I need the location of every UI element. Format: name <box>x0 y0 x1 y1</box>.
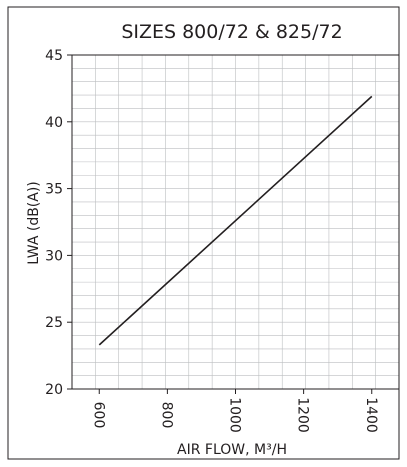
grid <box>72 55 399 389</box>
y-tick-label: 40 <box>45 115 63 131</box>
x-tick-labels: 600 800 1000 1200 1400 <box>90 389 379 433</box>
chart-title: SIZES 800/72 & 825/72 <box>121 21 342 43</box>
series-layer <box>98 95 373 346</box>
outer-frame <box>7 6 400 460</box>
y-tick-label: 20 <box>45 382 63 398</box>
x-tick-label: 1400 <box>363 397 379 433</box>
x-tick-label: 800 <box>158 402 174 429</box>
y-tick-labels: 20 25 30 35 40 45 <box>45 48 72 398</box>
y-tick-label: 25 <box>45 315 63 331</box>
y-axis-label: LWA (dB(A)) <box>26 181 42 265</box>
series-line <box>98 95 373 346</box>
y-tick-label: 30 <box>45 248 63 264</box>
x-tick-label: 1000 <box>227 397 243 433</box>
y-tick-label: 35 <box>45 182 63 198</box>
x-axis-label: AIR FLOW, M³/H <box>177 442 287 458</box>
x-tick-label: 600 <box>90 402 106 429</box>
y-tick-label: 45 <box>45 48 63 64</box>
x-tick-label: 1200 <box>295 397 311 433</box>
